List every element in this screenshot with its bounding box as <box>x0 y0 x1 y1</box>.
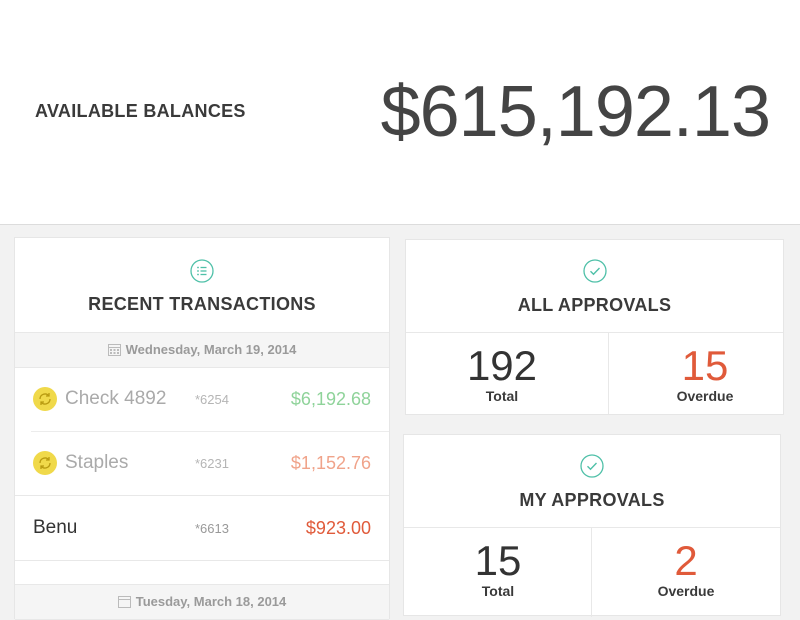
transaction-row[interactable]: Staples *6231 $1,152.76 <box>15 431 389 495</box>
date-label: Tuesday, March 18, 2014 <box>135 594 287 609</box>
panel-divider <box>404 527 780 528</box>
available-balances-label: AVAILABLE BALANCES <box>35 101 246 121</box>
recent-transactions-title: RECENT TRANSACTIONS <box>88 294 316 314</box>
panel-divider <box>406 332 783 333</box>
total-count: 192 <box>466 342 538 389</box>
row-divider <box>15 495 389 496</box>
stat-divider <box>591 527 592 617</box>
stat-divider <box>608 332 609 414</box>
pending-icon <box>33 451 57 475</box>
all-approvals-overdue[interactable]: 15 Overdue <box>609 342 800 405</box>
all-approvals-title: ALL APPROVALS <box>517 295 672 315</box>
calendar-icon <box>117 596 131 609</box>
date-header: Tuesday, March 18, 2014 <box>15 584 389 620</box>
balance-header: AVAILABLE BALANCES $615,192.13 <box>0 0 800 225</box>
overdue-count: 15 <box>681 342 729 389</box>
recent-transactions-panel: RECENT TRANSACTIONS Wednesday, March 19,… <box>15 238 389 620</box>
transaction-name: Staples <box>65 452 129 473</box>
my-approvals-title: MY APPROVALS <box>519 490 665 510</box>
total-label: Total <box>485 388 519 404</box>
transaction-account: *6231 <box>195 456 229 471</box>
row-divider <box>15 560 389 561</box>
check-circle-icon <box>582 259 607 283</box>
date-label: Wednesday, March 19, 2014 <box>125 342 297 357</box>
transaction-row[interactable]: Benu *6613 $923.00 <box>15 496 389 560</box>
my-approvals-overdue[interactable]: 2 Overdue <box>592 537 780 600</box>
date-header: Wednesday, March 19, 2014 <box>15 332 389 368</box>
my-approvals-total[interactable]: 15 Total <box>404 537 592 600</box>
transaction-account: *6254 <box>195 392 229 407</box>
available-balance-amount: $615,192.13 <box>380 72 771 152</box>
transaction-amount: $1,152.76 <box>290 453 371 473</box>
all-approvals-panel[interactable]: ALL APPROVALS 192 Total 15 Overdue <box>406 240 783 414</box>
overdue-count: 2 <box>674 537 698 584</box>
transaction-amount: $6,192.68 <box>290 389 371 409</box>
transaction-row[interactable]: Check 4892 *6254 $6,192.68 <box>15 367 389 431</box>
list-icon <box>190 259 214 283</box>
overdue-label: Overdue <box>676 388 734 404</box>
calendar-icon <box>107 344 121 357</box>
my-approvals-panel[interactable]: MY APPROVALS 15 Total 2 Overdue <box>404 435 780 617</box>
overdue-label: Overdue <box>657 583 715 599</box>
total-count: 15 <box>474 537 522 584</box>
transaction-amount: $923.00 <box>305 518 371 538</box>
all-approvals-total[interactable]: 192 Total <box>406 342 598 405</box>
transaction-account: *6613 <box>195 521 229 536</box>
total-label: Total <box>481 583 515 599</box>
transaction-name: Check 4892 <box>65 388 167 409</box>
pending-icon <box>33 387 57 411</box>
row-divider <box>31 431 389 432</box>
check-circle-icon <box>580 454 604 478</box>
transaction-name: Benu <box>33 517 78 538</box>
